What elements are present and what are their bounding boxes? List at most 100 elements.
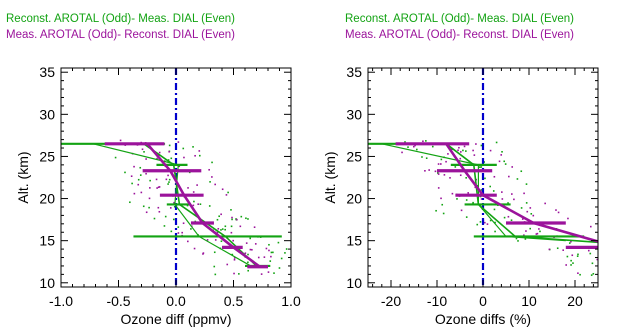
scatter-point	[462, 149, 464, 152]
legend-entry-purple: Meas. AROTAL (Odd)- Reconst. DIAL (Even)	[345, 29, 574, 41]
scatter-point	[270, 251, 273, 254]
scatter-point	[570, 259, 572, 262]
scatter-point	[447, 153, 449, 155]
scatter-point	[475, 143, 477, 145]
scatter-point	[511, 166, 514, 168]
scatter-point	[589, 252, 592, 255]
scatter-point	[562, 249, 564, 251]
scatter-point	[238, 273, 240, 275]
scatter-point	[265, 247, 268, 250]
scatter-point	[143, 151, 145, 153]
scatter-point	[141, 148, 144, 151]
scatter-point	[465, 150, 467, 152]
scatter-point	[494, 221, 496, 224]
scatter-point	[570, 264, 572, 266]
scatter-point	[224, 225, 227, 228]
scatter-point	[173, 201, 175, 204]
scatter-point	[158, 210, 161, 213]
scatter-point	[460, 209, 463, 212]
scatter-point	[130, 175, 133, 178]
scatter-point	[572, 262, 574, 264]
scatter-point	[268, 243, 270, 246]
scatter-point	[158, 151, 161, 154]
scatter-point	[458, 146, 460, 149]
scatter-point	[401, 151, 403, 154]
scatter-point	[231, 253, 234, 256]
scatter-point	[157, 186, 160, 189]
scatter-point	[440, 158, 443, 161]
scatter-point	[156, 187, 158, 189]
scatter-point	[476, 223, 479, 226]
scatter-point	[556, 247, 559, 250]
scatter-point	[592, 272, 595, 275]
scatter-point	[404, 141, 406, 143]
scatter-point	[142, 205, 145, 208]
scatter-point	[170, 157, 173, 160]
scatter-point	[603, 261, 605, 263]
scatter-point	[220, 240, 223, 243]
scatter-point	[170, 230, 173, 233]
scatter-point	[460, 151, 462, 153]
scatter-point	[157, 206, 160, 209]
scatter-point	[459, 157, 462, 160]
scatter-point	[137, 178, 140, 181]
scatter-point	[148, 206, 150, 209]
scatter-point	[224, 228, 226, 231]
scatter-point	[476, 184, 479, 187]
scatter-point	[183, 156, 185, 159]
scatter-point	[579, 273, 581, 276]
scatter-point	[503, 160, 506, 163]
scatter-point	[301, 261, 303, 263]
scatter-layer	[399, 140, 608, 276]
scatter-point	[571, 254, 574, 257]
scatter-point	[536, 232, 539, 235]
scatter-point	[495, 141, 498, 144]
scatter-point	[236, 218, 238, 221]
scatter-point	[192, 146, 194, 148]
scatter-point	[480, 166, 483, 168]
scatter-point	[480, 198, 483, 200]
scatter-point	[214, 273, 217, 276]
scatter-point	[603, 240, 605, 242]
x-tick-label: 0.0	[166, 293, 186, 309]
right-panel: Reconst. AROTAL (Odd)- Meas. DIAL (Even)…	[322, 13, 608, 327]
scatter-point	[425, 140, 427, 142]
scatter-point	[149, 179, 151, 182]
scatter-point	[606, 264, 608, 266]
scatter-point	[472, 201, 474, 204]
scatter-point	[221, 228, 224, 230]
scatter-point	[456, 198, 458, 200]
scatter-point	[517, 240, 519, 242]
scatter-point	[435, 209, 437, 212]
scatter-point	[529, 227, 531, 230]
scatter-point	[480, 144, 483, 147]
scatter-point	[227, 191, 229, 194]
scatter-point	[280, 257, 283, 260]
scatter-point	[155, 178, 158, 181]
scatter-point	[220, 229, 222, 231]
scatter-point	[507, 215, 510, 218]
scatter-point	[168, 144, 171, 147]
scatter-point	[493, 175, 496, 178]
scatter-point	[516, 178, 519, 180]
scatter-point	[440, 197, 442, 200]
scatter-point	[548, 248, 551, 251]
scatter-point	[523, 192, 525, 195]
scatter-point	[187, 187, 189, 189]
scatter-point	[193, 247, 196, 250]
scatter-point	[133, 165, 135, 168]
scatter-point	[148, 197, 151, 200]
scatter-point	[428, 169, 430, 171]
scatter-point	[169, 207, 172, 209]
scatter-point	[173, 205, 176, 208]
scatter-point	[544, 202, 546, 205]
scatter-point	[443, 174, 446, 176]
scatter-point	[149, 187, 151, 189]
scatter-point	[484, 221, 486, 224]
x-axis-label: Ozone diff (ppmv)	[120, 311, 231, 327]
scatter-point	[422, 140, 424, 143]
scatter-point	[486, 223, 489, 225]
green-median-profile	[381, 143, 566, 242]
purple-mean-profile	[146, 142, 261, 268]
